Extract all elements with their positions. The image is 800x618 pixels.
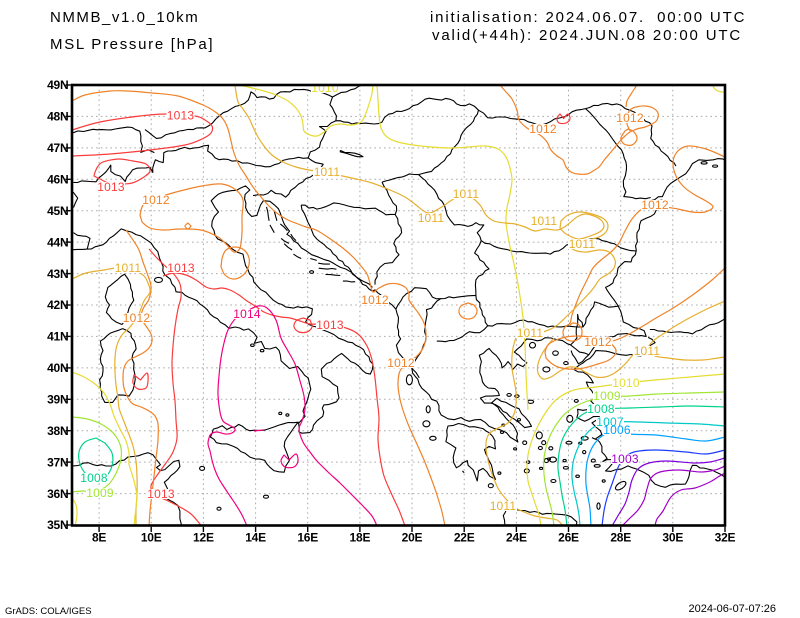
svg-text:GrADS: COLA/IGES: GrADS: COLA/IGES [5,606,92,617]
svg-text:22E: 22E [454,531,475,545]
svg-text:1013: 1013 [316,318,344,332]
svg-text:30E: 30E [662,531,683,545]
svg-text:14E: 14E [245,531,266,545]
svg-text:8E: 8E [92,531,106,545]
svg-text:1012: 1012 [142,193,170,207]
svg-text:MSL Pressure [hPa]: MSL Pressure [hPa] [50,36,214,53]
svg-text:39N: 39N [47,393,68,407]
svg-text:41N: 41N [47,330,68,344]
svg-text:38N: 38N [47,424,68,438]
svg-text:10E: 10E [141,531,162,545]
svg-text:1011: 1011 [490,499,517,513]
svg-text:1013: 1013 [167,261,195,275]
svg-text:valid(+44h): 2024.JUN.08 20:00: valid(+44h): 2024.JUN.08 20:00 UTC [432,27,742,44]
svg-text:20E: 20E [402,531,423,545]
svg-text:NMMB_v1.0_10km: NMMB_v1.0_10km [50,9,199,26]
svg-text:43N: 43N [47,267,68,281]
svg-text:1011: 1011 [569,237,596,251]
svg-text:1012: 1012 [584,335,612,349]
svg-text:1011: 1011 [418,211,445,225]
svg-text:35N: 35N [47,518,68,532]
svg-text:1013: 1013 [147,487,175,501]
svg-text:1012: 1012 [123,311,151,325]
svg-text:40N: 40N [47,361,68,375]
svg-text:16E: 16E [297,531,318,545]
svg-text:1003: 1003 [611,452,639,466]
svg-text:44N: 44N [47,235,68,249]
svg-text:1012: 1012 [616,111,644,125]
svg-text:1012: 1012 [529,122,557,136]
svg-text:2024-06-07-07:26: 2024-06-07-07:26 [689,603,776,615]
svg-text:1008: 1008 [80,471,108,485]
svg-text:36N: 36N [47,487,68,501]
svg-text:37N: 37N [47,455,68,469]
svg-text:48N: 48N [47,110,68,124]
svg-text:1012: 1012 [641,198,669,212]
svg-text:1009: 1009 [86,486,114,500]
svg-text:1011: 1011 [517,326,544,340]
svg-text:1011: 1011 [531,214,558,228]
svg-text:42N: 42N [47,298,68,312]
svg-text:1011: 1011 [453,187,480,201]
svg-text:12E: 12E [193,531,214,545]
svg-text:32E: 32E [715,531,736,545]
svg-text:49N: 49N [47,78,68,92]
svg-text:26E: 26E [558,531,579,545]
svg-text:18E: 18E [350,531,371,545]
svg-text:1011: 1011 [115,261,142,275]
svg-text:1006: 1006 [603,423,631,437]
svg-text:1010: 1010 [311,81,339,95]
svg-text:24E: 24E [506,531,527,545]
svg-text:1009: 1009 [593,389,621,403]
svg-text:28E: 28E [610,531,631,545]
svg-text:1011: 1011 [634,344,661,358]
svg-text:1014: 1014 [233,307,261,321]
svg-text:1013: 1013 [97,180,125,194]
svg-text:1013: 1013 [167,109,195,123]
svg-text:1011: 1011 [314,165,341,179]
svg-text:initialisation: 2024.06.07. 0: initialisation: 2024.06.07. 00:00 UTC [430,9,746,26]
svg-text:47N: 47N [47,141,68,155]
svg-text:45N: 45N [47,204,68,218]
svg-text:1007: 1007 [596,415,624,429]
svg-text:1008: 1008 [587,402,615,416]
svg-text:46N: 46N [47,173,68,187]
svg-text:1010: 1010 [612,376,640,390]
svg-text:1012: 1012 [387,356,415,370]
svg-text:1012: 1012 [361,293,389,307]
